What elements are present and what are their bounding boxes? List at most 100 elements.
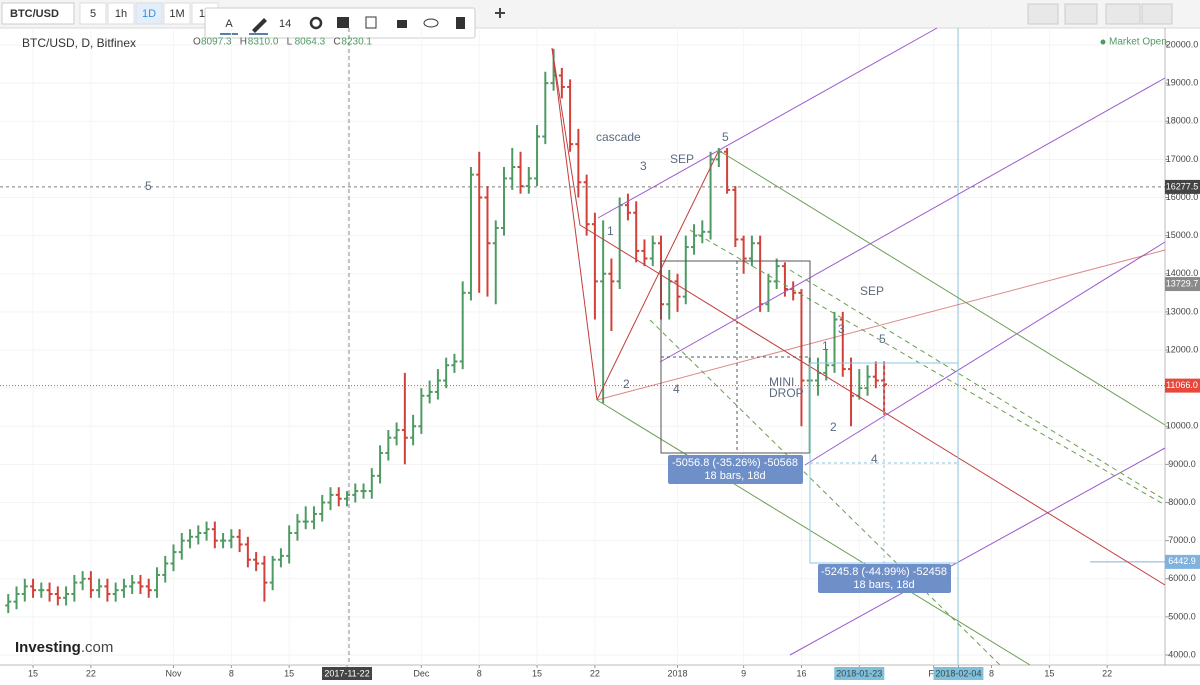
y-tick-label: 8000.0: [1168, 497, 1196, 507]
measure-text: -5245.8 (-44.99%) -52458: [821, 566, 947, 578]
market-dot: [1100, 39, 1106, 45]
price-badge-label: 16277.5: [1166, 181, 1199, 191]
price-badge: [1165, 277, 1200, 292]
x-tick-label: 9: [741, 668, 746, 678]
x-tick-label: 22: [86, 668, 96, 678]
pitchfork-line: [597, 27, 938, 219]
y-tick-label: 17000.0: [1166, 154, 1199, 164]
text-tool[interactable]: A: [225, 18, 233, 30]
brand-name: Investing: [15, 639, 81, 656]
pen-tool[interactable]: [252, 18, 267, 33]
settings-icon[interactable]: [309, 16, 323, 30]
annotation: SEP: [670, 152, 694, 166]
price-badge-label: 13729.7: [1166, 278, 1199, 288]
cloud-load[interactable]: [1105, 3, 1141, 25]
x-tick-label: 15: [532, 668, 542, 678]
y-tick-label: 4000.0: [1168, 649, 1196, 659]
x-tick-label: 2017-11-22: [324, 668, 369, 678]
annotation: 2: [830, 420, 837, 434]
y-tick-label: 5000.0: [1168, 611, 1196, 621]
brand: Investing.com: [15, 639, 113, 656]
y-tick-label: 18000.0: [1166, 116, 1199, 126]
y-tick-label: 12000.0: [1166, 344, 1199, 354]
x-tick-label: 2018-02-04: [935, 668, 981, 678]
price-badge: [1165, 554, 1200, 569]
annotation: 3: [640, 159, 647, 173]
x-tick-label: 15: [1044, 668, 1054, 678]
visibility-icon[interactable]: [423, 18, 439, 28]
style-icon[interactable]: [337, 17, 349, 28]
clone-icon[interactable]: [365, 16, 377, 29]
y-tick-label: 16000.0: [1166, 192, 1199, 202]
pitchfork-line: [804, 241, 1166, 466]
header-ohlc: O 8097.3 H 8310.0 L 8064.3 C 8230.1: [193, 37, 372, 48]
x-tick-label: 8: [477, 668, 482, 678]
ohlc-value: 8064.3: [295, 37, 326, 48]
annotation: 5: [722, 130, 729, 144]
interval-button[interactable]: [107, 2, 135, 25]
interval-label: 1D: [142, 8, 156, 20]
fan-line: [551, 47, 581, 226]
price-badge: [1165, 378, 1200, 393]
annotation: 4: [673, 382, 680, 396]
interval-button[interactable]: [135, 2, 163, 25]
add-alert[interactable]: [495, 8, 505, 18]
interval-button[interactable]: [163, 2, 191, 25]
price-badge: [1165, 179, 1200, 194]
annotation: 5: [879, 332, 886, 346]
y-tick-label: 6000.0: [1168, 573, 1196, 583]
measure-sub: 18 bars, 18d: [853, 579, 914, 591]
interval-button[interactable]: [79, 2, 107, 25]
delete-icon[interactable]: [456, 17, 465, 29]
median-line: [579, 224, 1166, 586]
y-tick-label: 14000.0: [1166, 268, 1199, 278]
cloud-save[interactable]: [1141, 3, 1173, 25]
x-tick-badge: [322, 667, 373, 680]
annotation: DROP: [769, 386, 804, 400]
ohlc-key: L: [287, 37, 293, 48]
x-tick-label: 16: [796, 668, 806, 678]
ohlc-key: C: [333, 37, 340, 48]
interval-label: 5: [90, 8, 96, 20]
annotation: 1: [822, 339, 829, 353]
interval-label: 1M: [169, 8, 184, 20]
plot-area: 4000.0 5000.0 6000.0 7000.0 8000.0 9000.0 1000…: [0, 28, 1200, 680]
y-tick-label: 20000.0: [1166, 39, 1199, 49]
x-tick-label: 8: [989, 668, 994, 678]
lock-icon[interactable]: [397, 20, 407, 28]
x-tick-label: 2018: [668, 668, 688, 678]
y-tick-label: 15000.0: [1166, 230, 1199, 240]
x-tick-label: 22: [590, 668, 600, 678]
layout-button[interactable]: [1064, 3, 1098, 25]
x-tick-label: 15: [284, 668, 294, 678]
channel-dashed: [789, 269, 1166, 501]
interval-buttons: 51h1D1M15: [79, 2, 219, 25]
channel-dashed: [689, 229, 1166, 506]
ohlc-value: 8230.1: [341, 37, 372, 48]
measure-text: -5056.8 (-35.26%) -50568: [672, 457, 798, 469]
x-tick-label: 22: [1102, 668, 1112, 678]
x-tick-badge: [933, 667, 984, 680]
pitchfork-line: [659, 77, 1166, 363]
font-size[interactable]: 14: [279, 18, 291, 30]
symbol-input[interactable]: [1, 2, 75, 25]
measure-label-box: [818, 564, 951, 593]
ohlc-key: H: [240, 37, 247, 48]
snapshot-button[interactable]: [1027, 3, 1059, 25]
channel-dashed: [649, 319, 1001, 666]
drawings: [348, 27, 1166, 666]
ohlc-value: 8097.3: [201, 37, 232, 48]
fan-line: [551, 47, 598, 401]
price-badge-label: 11066.0: [1166, 380, 1198, 390]
brand-suffix: .com: [81, 639, 114, 656]
annotation: 4: [871, 452, 878, 466]
channel-line: [717, 149, 1166, 426]
drawing-toolbar: A 14: [204, 7, 476, 39]
annotation: SEP: [860, 284, 884, 298]
pitchfork-line: [789, 447, 1166, 656]
annotation: cascade: [596, 130, 641, 144]
fan-line: [596, 249, 1166, 401]
x-tick-label: Nov: [166, 668, 183, 678]
